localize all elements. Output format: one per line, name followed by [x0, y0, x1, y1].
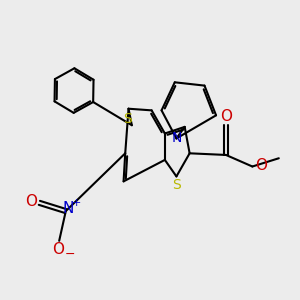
Text: O: O — [220, 110, 232, 124]
Text: S: S — [172, 178, 181, 192]
Text: O: O — [255, 158, 267, 172]
Text: S: S — [123, 112, 132, 126]
Text: O: O — [52, 242, 64, 257]
Text: −: − — [64, 248, 75, 261]
Text: N: N — [62, 201, 74, 216]
Text: +: + — [71, 198, 81, 208]
Text: N: N — [171, 131, 182, 146]
Text: O: O — [25, 194, 37, 209]
